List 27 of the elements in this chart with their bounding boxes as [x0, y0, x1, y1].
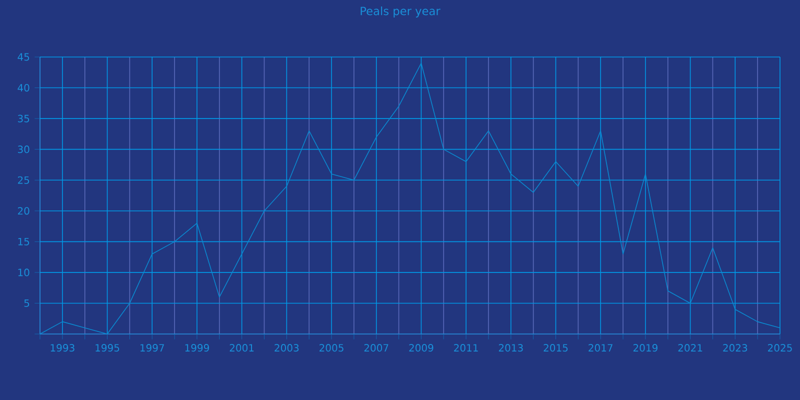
x-tick-label: 1997 [140, 344, 164, 352]
y-tick-label: 5 [24, 300, 30, 307]
y-tick-label: 40 [18, 84, 30, 92]
y-tick-label: 25 [18, 176, 30, 184]
x-tick-label: 2001 [230, 344, 254, 352]
x-tick-label: 1995 [96, 344, 120, 352]
x-tick-label: 2025 [768, 344, 792, 352]
y-tick-label: 35 [18, 114, 30, 122]
chart-title: Peals per year [360, 6, 440, 18]
x-tick-label: 2017 [588, 344, 612, 352]
x-tick-label: 2007 [364, 344, 388, 352]
y-tick-label: 30 [18, 146, 30, 154]
x-tick-label: 2011 [454, 344, 478, 352]
y-tick-label: 10 [18, 268, 30, 276]
y-tick-label: 20 [18, 207, 30, 215]
y-tick-label: 45 [18, 53, 30, 61]
x-tick-label: 1999 [185, 344, 209, 352]
x-tick-label: 2003 [274, 344, 299, 352]
x-tick-label: 2015 [544, 344, 568, 352]
x-tick-label: 2021 [678, 344, 702, 352]
x-tick-label: 2013 [498, 344, 523, 352]
x-tick-label: 1993 [50, 344, 74, 352]
x-tick-label: 2009 [409, 344, 434, 352]
x-tick-label: 2023 [723, 344, 748, 352]
x-tick-label: 2005 [320, 344, 344, 352]
x-tick-label: 2019 [633, 344, 658, 352]
y-tick-label: 15 [18, 238, 30, 246]
